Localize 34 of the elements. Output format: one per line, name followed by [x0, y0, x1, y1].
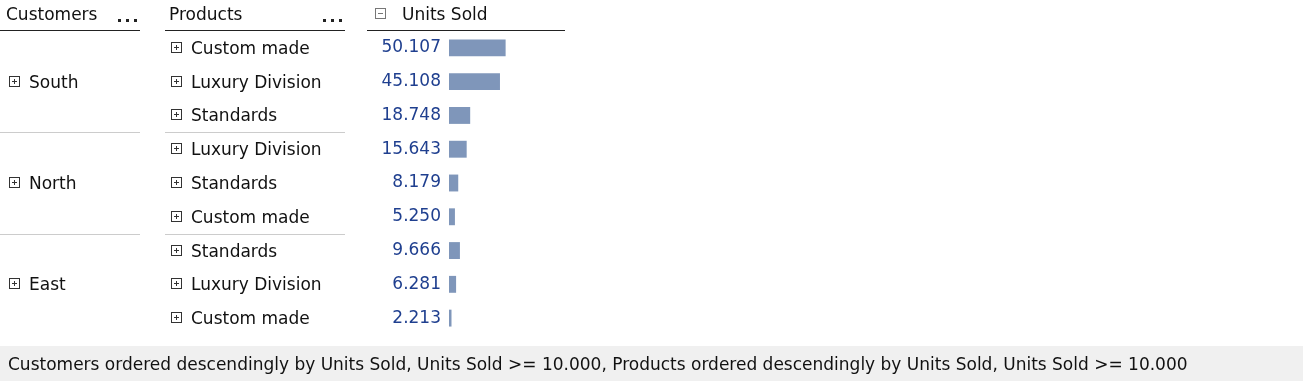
bar — [449, 275, 457, 293]
data-label: 5.250 — [392, 205, 441, 226]
y-tick-label: Custom made — [191, 308, 310, 329]
text: East — [29, 274, 66, 295]
y-tick-label: Standards — [191, 240, 278, 261]
y-tick-label: Custom made — [191, 206, 310, 227]
text: Customers — [6, 4, 98, 24]
data-label: 15.643 — [381, 137, 441, 158]
data-label: 18.748 — [381, 103, 441, 124]
bar — [449, 107, 471, 124]
text: South — [29, 71, 79, 92]
text: Customers ordered descendingly by Units Sold, Units Sold >= 10.000, Products ordered descendingly by Units Sold, Units Sold >= 10.000 — [8, 354, 1188, 374]
bar — [449, 174, 459, 192]
data-label: 9.666 — [392, 238, 441, 259]
bar — [449, 39, 506, 57]
y-axis-title: Products — [169, 4, 243, 24]
y-tick-label: Standards — [191, 105, 278, 126]
data-label: 8.179 — [392, 171, 441, 192]
bar — [449, 73, 500, 91]
data-label: 50.107 — [381, 36, 441, 57]
data-label: 2.213 — [392, 306, 441, 327]
y-tick-label: Custom made — [191, 37, 310, 58]
x-axis-title: Units Sold — [402, 4, 488, 24]
data-label: 6.281 — [392, 272, 441, 293]
bar — [449, 140, 467, 158]
bar — [449, 309, 452, 327]
y-tick-label: Luxury Division — [191, 139, 322, 160]
y-tick-label: Luxury Division — [191, 71, 322, 92]
bar — [449, 242, 460, 259]
bar — [449, 208, 455, 226]
y-tick-label: Standards — [191, 173, 278, 193]
data-label: 45.108 — [381, 70, 441, 91]
y-tick-label: Luxury Division — [191, 274, 322, 295]
text: North — [29, 173, 77, 193]
